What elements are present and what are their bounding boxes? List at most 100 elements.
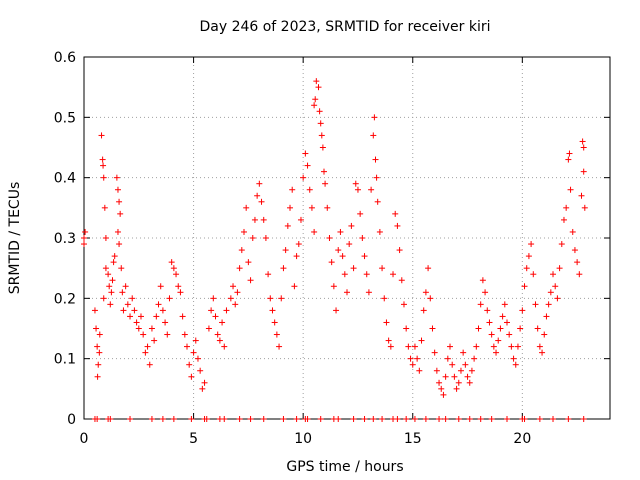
data-point (532, 301, 539, 308)
data-point (116, 198, 123, 205)
y-tick-label: 0.1 (54, 352, 76, 368)
data-point (444, 355, 451, 362)
data-point (173, 271, 180, 278)
baseline-point (394, 416, 401, 422)
baseline-point (127, 416, 134, 422)
data-point (394, 222, 401, 229)
data-point (157, 283, 164, 290)
data-point (328, 259, 335, 266)
data-point (282, 247, 289, 254)
data-point (144, 343, 151, 350)
data-point (571, 247, 578, 254)
data-point (81, 241, 87, 248)
data-point (168, 259, 175, 266)
data-point (368, 186, 375, 193)
baseline-point (280, 416, 287, 422)
data-point (122, 283, 129, 290)
data-point (98, 132, 105, 139)
baseline-point (350, 416, 357, 422)
data-point (131, 307, 138, 314)
data-point (341, 271, 348, 278)
data-point (95, 361, 102, 368)
data-point (339, 253, 346, 260)
data-point (431, 349, 438, 356)
data-point (129, 295, 136, 302)
data-point (94, 373, 101, 380)
baseline-point (565, 416, 572, 422)
data-point (365, 289, 372, 296)
data-point (534, 325, 541, 332)
data-point (120, 307, 127, 314)
data-point (348, 222, 355, 229)
baseline-point (536, 416, 543, 422)
data-point (117, 210, 124, 217)
data-point (536, 343, 543, 350)
data-point (133, 319, 140, 326)
data-point (295, 241, 302, 248)
data-point (396, 247, 403, 254)
data-point (422, 289, 429, 296)
data-point (91, 307, 98, 314)
data-point (556, 265, 563, 272)
y-tick-label: 0.2 (54, 291, 76, 307)
data-point (466, 379, 473, 386)
x-tick-label: 5 (189, 431, 198, 447)
baseline-point (455, 416, 462, 422)
data-point (436, 379, 443, 386)
baseline-point (304, 416, 311, 422)
data-point (403, 325, 410, 332)
data-point (447, 343, 454, 350)
data-point (318, 132, 325, 139)
data-point (440, 391, 447, 398)
data-point (199, 385, 206, 392)
data-point (114, 186, 121, 193)
y-tick-label: 0 (67, 412, 76, 428)
data-point (146, 361, 153, 368)
data-point (499, 313, 506, 320)
data-point (140, 331, 147, 338)
data-point (438, 385, 445, 392)
data-point (490, 343, 497, 350)
data-point (433, 367, 440, 374)
data-point (484, 307, 491, 314)
data-point (344, 289, 350, 296)
data-point (545, 301, 552, 308)
data-point (554, 295, 561, 302)
data-point (503, 319, 510, 326)
data-point (230, 283, 237, 290)
data-point (135, 325, 142, 332)
data-point (300, 174, 307, 181)
baseline-point (94, 416, 101, 422)
data-point (475, 325, 482, 332)
data-point (96, 349, 103, 356)
data-point (313, 78, 320, 85)
data-point (357, 210, 364, 217)
data-point (262, 235, 269, 241)
data-point (506, 331, 513, 338)
data-point (148, 325, 155, 332)
data-point (102, 235, 109, 241)
data-point (232, 301, 239, 308)
data-point (289, 186, 296, 193)
data-point (311, 102, 318, 109)
data-point (93, 325, 100, 332)
data-point (108, 289, 115, 296)
baseline-point (203, 416, 210, 422)
data-point (460, 349, 467, 356)
baseline-point (335, 416, 342, 422)
data-point (142, 349, 149, 356)
data-point (383, 319, 390, 326)
baseline-point (317, 416, 324, 422)
data-point (541, 331, 548, 338)
data-point (493, 349, 500, 356)
baseline-point (247, 416, 254, 422)
data-point (543, 313, 550, 320)
data-point (278, 295, 285, 302)
data-point (550, 271, 557, 278)
data-point (164, 331, 171, 338)
data-point (374, 198, 381, 205)
x-tick-label: 15 (404, 431, 422, 447)
data-point (501, 301, 508, 308)
baseline-point (236, 416, 243, 422)
data-point (243, 204, 250, 211)
